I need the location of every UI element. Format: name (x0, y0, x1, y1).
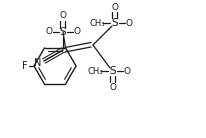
Text: CH₃: CH₃ (87, 67, 102, 75)
Text: O: O (111, 2, 118, 11)
Text: N: N (34, 58, 41, 68)
Text: S: S (59, 27, 66, 37)
Text: O: O (109, 83, 116, 91)
Text: S: S (111, 18, 118, 28)
Text: O: O (123, 67, 130, 75)
Text: O: O (45, 27, 52, 36)
Text: O: O (73, 27, 80, 36)
Text: F: F (22, 61, 28, 71)
Text: S: S (109, 66, 116, 76)
Text: O: O (125, 18, 132, 27)
Text: O: O (59, 11, 66, 21)
Text: CH₃: CH₃ (89, 18, 104, 27)
